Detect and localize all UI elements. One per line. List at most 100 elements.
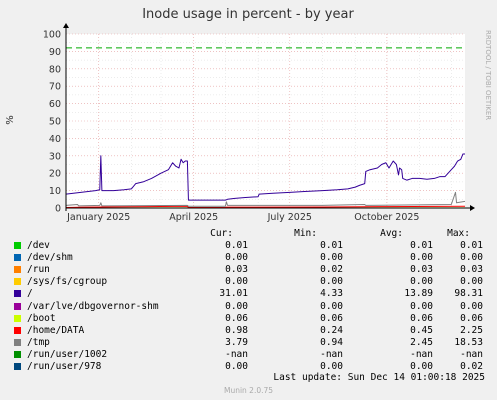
legend-swatch xyxy=(14,338,21,346)
legend-min-value: 0.00 xyxy=(320,252,343,264)
x-tick-label: January 2025 xyxy=(66,212,130,223)
legend-cur-value: 0.98 xyxy=(225,324,248,336)
legend-row: /run/user/978 0.00 0.00 0.00 0.02 xyxy=(0,361,497,373)
y-axis-label: % xyxy=(5,115,16,125)
legend-header-min: Min: xyxy=(294,228,317,239)
legend-swatch xyxy=(14,314,21,322)
legend-max-value: 2.25 xyxy=(460,324,483,336)
legend-cur-value: 0.00 xyxy=(225,276,248,288)
x-axis-arrow xyxy=(470,205,475,211)
legend-series-name: /dev/shm xyxy=(27,252,73,264)
legend-min-value: 0.02 xyxy=(320,264,343,276)
legend-min-value: -nan xyxy=(320,348,343,360)
legend-max-value: 0.00 xyxy=(460,252,483,264)
y-tick-label: 20 xyxy=(49,169,61,180)
legend-series-name: /tmp xyxy=(27,336,50,348)
legend-cur-value: 0.00 xyxy=(225,252,248,264)
legend-avg-value: 0.01 xyxy=(410,240,433,251)
x-tick-label: July 2025 xyxy=(267,212,312,223)
legend-series-name: /sys/fs/cgroup xyxy=(27,276,108,288)
legend-min-value: 4.33 xyxy=(320,288,343,300)
legend-row: /boot 0.06 0.06 0.06 0.06 xyxy=(0,313,497,325)
legend-series-name: / xyxy=(27,288,33,300)
legend-cur-value: 0.00 xyxy=(225,361,248,372)
legend-series-name: /home/DATA xyxy=(27,324,85,336)
legend-avg-value: 0.06 xyxy=(410,312,433,324)
legend-header-max: Max: xyxy=(447,228,470,239)
series-line-tmp xyxy=(65,191,466,207)
y-tick-label: 0 xyxy=(55,204,61,215)
legend-swatch xyxy=(14,242,21,249)
legend-swatch xyxy=(14,363,21,370)
chart-title: Inode usage in percent - by year xyxy=(142,7,354,22)
y-tick-label: 100 xyxy=(43,30,61,41)
legend-swatch xyxy=(14,254,21,262)
legend-swatch xyxy=(14,266,21,274)
inode-usage-chart: Inode usage in percent - by year % RRDTO… xyxy=(5,7,492,223)
legend-header-cur: Cur: xyxy=(210,228,233,239)
series-line- xyxy=(65,153,465,201)
legend-min-value: 0.06 xyxy=(320,312,343,324)
last-update: Last update: Sun Dec 14 01:00:18 2025 xyxy=(273,372,485,383)
y-tick-label: 30 xyxy=(49,151,61,162)
legend-avg-value: 0.00 xyxy=(410,361,433,372)
legend-min-value: 0.00 xyxy=(320,276,343,288)
y-tick-label: 40 xyxy=(49,134,61,145)
legend-row: / 31.01 4.33 13.89 98.31 xyxy=(0,288,497,300)
x-tick-label: April 2025 xyxy=(169,212,218,223)
legend-min-value: 0.94 xyxy=(320,336,343,348)
legend-max-value: 0.02 xyxy=(460,361,483,372)
legend-row: /home/DATA 0.98 0.24 0.45 2.25 xyxy=(0,325,497,337)
legend-max-value: -nan xyxy=(460,348,483,360)
legend-avg-value: 13.89 xyxy=(404,288,433,300)
y-tick-label: 60 xyxy=(49,99,61,110)
legend-row: /tmp 3.79 0.94 2.45 18.53 xyxy=(0,337,497,349)
legend-max-value: 0.06 xyxy=(460,312,483,324)
legend-avg-value: 0.03 xyxy=(410,264,433,276)
munin-version: Munin 2.0.75 xyxy=(223,386,274,395)
legend-header-avg: Avg: xyxy=(380,228,403,239)
legend-max-value: 0.00 xyxy=(460,300,483,312)
series-line-home-DATA xyxy=(65,205,466,208)
legend-swatch xyxy=(14,290,21,298)
legend-series-name: /var/lve/dbgovernor-shm xyxy=(27,300,159,312)
legend-avg-value: 0.00 xyxy=(410,276,433,288)
legend-avg-value: 0.00 xyxy=(410,300,433,312)
legend-max-value: 0.01 xyxy=(460,240,483,251)
legend-min-value: 0.00 xyxy=(320,361,343,372)
legend-max-value: 98.31 xyxy=(454,288,483,300)
legend-min-value: 0.01 xyxy=(320,240,343,251)
legend-avg-value: 0.45 xyxy=(410,324,433,336)
legend-cur-value: 0.03 xyxy=(225,264,248,276)
legend-avg-value: -nan xyxy=(410,348,433,360)
legend-cur-value: -nan xyxy=(225,348,248,360)
legend-row: /sys/fs/cgroup 0.00 0.00 0.00 0.00 xyxy=(0,276,497,288)
legend-row: /run 0.03 0.02 0.03 0.03 xyxy=(0,264,497,276)
y-tick-label: 50 xyxy=(49,117,61,128)
legend-min-value: 0.00 xyxy=(320,300,343,312)
legend-row: /var/lve/dbgovernor-shm 0.00 0.00 0.00 0.00 xyxy=(0,301,497,313)
rrdtool-credit: RRDTOOL / TOBI OETIKER xyxy=(484,30,492,120)
legend-cur-value: 0.01 xyxy=(225,240,248,251)
legend-row: /run/user/1002 -nan -nan -nan -nan xyxy=(0,349,497,361)
legend-cur-value: 3.79 xyxy=(225,336,248,348)
legend-avg-value: 2.45 xyxy=(410,336,433,348)
y-tick-label: 80 xyxy=(49,64,61,75)
legend-series-name: /run/user/1002 xyxy=(27,348,108,360)
legend-swatch xyxy=(14,350,21,358)
legend-series-name: /run xyxy=(27,264,50,276)
legend-swatch xyxy=(14,278,21,286)
legend-series-name: /boot xyxy=(27,312,56,324)
legend-series-name: /run/user/978 xyxy=(27,361,102,372)
legend-swatch xyxy=(14,326,21,334)
legend-max-value: 0.00 xyxy=(460,276,483,288)
legend-cur-value: 0.06 xyxy=(225,312,248,324)
legend-swatch xyxy=(14,302,21,310)
y-tick-label: 90 xyxy=(49,47,61,58)
legend-max-value: 18.53 xyxy=(454,336,483,348)
legend-cur-value: 31.01 xyxy=(219,288,248,300)
legend-row: /dev/shm 0.00 0.00 0.00 0.00 xyxy=(0,252,497,264)
legend-avg-value: 0.00 xyxy=(410,252,433,264)
y-tick-label: 70 xyxy=(49,82,61,93)
y-axis-arrow xyxy=(63,23,69,28)
